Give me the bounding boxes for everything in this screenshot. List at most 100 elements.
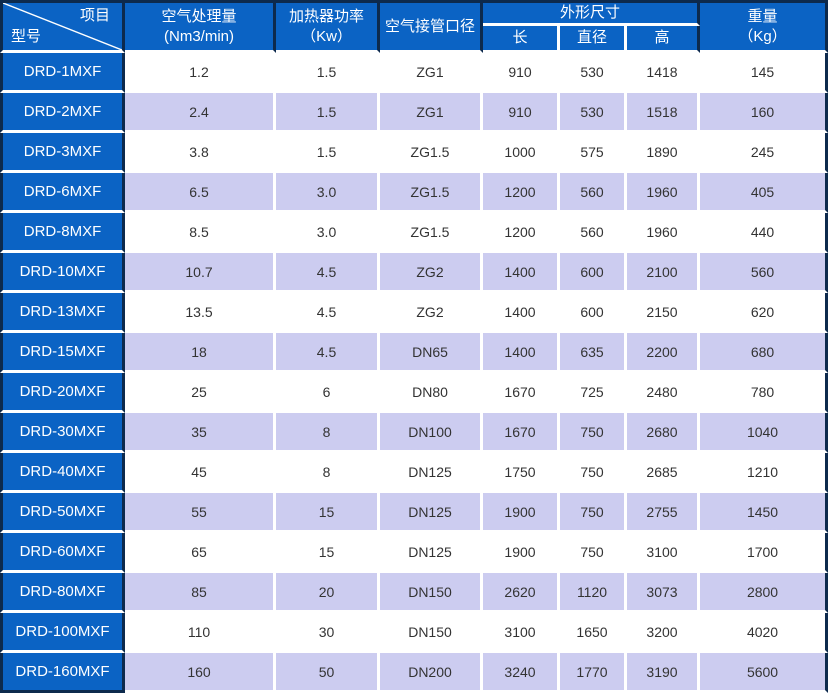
- cell-diameter: 560: [560, 213, 627, 253]
- table-row: DRD-20MXF 25 6 DN80 1670 725 2480 780: [0, 373, 828, 413]
- header-weight-line2: （Kg）: [738, 27, 787, 45]
- cell-height: 3100: [627, 533, 701, 573]
- cell-port: ZG2: [380, 253, 483, 293]
- cell-capacity: 25: [125, 373, 276, 413]
- cell-height: 2150: [627, 293, 701, 333]
- cell-length: 1670: [483, 413, 560, 453]
- cell-capacity: 1.2: [125, 53, 276, 93]
- cell-diameter: 1650: [560, 613, 627, 653]
- cell-height: 2680: [627, 413, 701, 453]
- cell-weight: 245: [700, 133, 828, 173]
- header-dimensions-group: 外形尺寸: [483, 0, 701, 26]
- cell-diameter: 750: [560, 413, 627, 453]
- cell-capacity: 3.8: [125, 133, 276, 173]
- cell-power: 3.0: [276, 173, 380, 213]
- cell-height: 1518: [627, 93, 701, 133]
- cell-model: DRD-6MXF: [0, 173, 125, 213]
- cell-length: 1400: [483, 333, 560, 373]
- header-weight: 重量 （Kg）: [700, 0, 828, 53]
- cell-port: ZG1: [380, 93, 483, 133]
- cell-power: 1.5: [276, 133, 380, 173]
- table-row: DRD-60MXF 65 15 DN125 1900 750 3100 1700: [0, 533, 828, 573]
- header-air-capacity-line2: (Nm3/min): [164, 27, 234, 45]
- cell-capacity: 55: [125, 493, 276, 533]
- cell-model: DRD-1MXF: [0, 53, 125, 93]
- cell-port: ZG1.5: [380, 133, 483, 173]
- cell-capacity: 35: [125, 413, 276, 453]
- table-row: DRD-15MXF 18 4.5 DN65 1400 635 2200 680: [0, 333, 828, 373]
- cell-length: 1400: [483, 293, 560, 333]
- cell-length: 3100: [483, 613, 560, 653]
- cell-model: DRD-8MXF: [0, 213, 125, 253]
- header-heater-power-line2: （Kw）: [301, 27, 352, 45]
- cell-port: DN80: [380, 373, 483, 413]
- cell-length: 2620: [483, 573, 560, 613]
- cell-height: 1418: [627, 53, 701, 93]
- cell-diameter: 530: [560, 93, 627, 133]
- cell-port: ZG1: [380, 53, 483, 93]
- table-row: DRD-40MXF 45 8 DN125 1750 750 2685 1210: [0, 453, 828, 493]
- table-body: DRD-1MXF 1.2 1.5 ZG1 910 530 1418 145 DRD-2MXF 2.…: [0, 53, 828, 693]
- cell-model: DRD-40MXF: [0, 453, 125, 493]
- cell-weight: 620: [700, 293, 828, 333]
- cell-port: ZG1.5: [380, 213, 483, 253]
- cell-length: 1900: [483, 533, 560, 573]
- table-row: DRD-8MXF 8.5 3.0 ZG1.5 1200 560 1960 440: [0, 213, 828, 253]
- cell-weight: 1210: [700, 453, 828, 493]
- cell-capacity: 2.4: [125, 93, 276, 133]
- cell-weight: 160: [700, 93, 828, 133]
- cell-power: 15: [276, 533, 380, 573]
- cell-port: DN200: [380, 653, 483, 693]
- cell-power: 6: [276, 373, 380, 413]
- header-air-capacity-line1: 空气处理量: [161, 8, 237, 25]
- cell-capacity: 18: [125, 333, 276, 373]
- header-heater-power-line1: 加热器功率: [288, 8, 364, 25]
- cell-power: 4.5: [276, 333, 380, 373]
- cell-length: 1900: [483, 493, 560, 533]
- cell-model: DRD-50MXF: [0, 493, 125, 533]
- cell-weight: 680: [700, 333, 828, 373]
- cell-capacity: 160: [125, 653, 276, 693]
- table-row: DRD-1MXF 1.2 1.5 ZG1 910 530 1418 145: [0, 53, 828, 93]
- cell-capacity: 6.5: [125, 173, 276, 213]
- cell-port: DN125: [380, 493, 483, 533]
- cell-model: DRD-3MXF: [0, 133, 125, 173]
- cell-model: DRD-10MXF: [0, 253, 125, 293]
- cell-length: 910: [483, 53, 560, 93]
- cell-model: DRD-13MXF: [0, 293, 125, 333]
- cell-capacity: 65: [125, 533, 276, 573]
- cell-capacity: 10.7: [125, 253, 276, 293]
- table-row: DRD-50MXF 55 15 DN125 1900 750 2755 1450: [0, 493, 828, 533]
- header-dim-height: 高: [627, 26, 701, 53]
- header-heater-power: 加热器功率 （Kw）: [276, 0, 380, 53]
- cell-diameter: 750: [560, 533, 627, 573]
- table-row: DRD-2MXF 2.4 1.5 ZG1 910 530 1518 160: [0, 93, 828, 133]
- table-row: DRD-100MXF 110 30 DN150 3100 1650 3200 4020: [0, 613, 828, 653]
- cell-height: 2200: [627, 333, 701, 373]
- cell-weight: 2800: [700, 573, 828, 613]
- cell-port: DN150: [380, 613, 483, 653]
- table-row: DRD-80MXF 85 20 DN150 2620 1120 3073 2800: [0, 573, 828, 613]
- cell-model: DRD-30MXF: [0, 413, 125, 453]
- cell-height: 2685: [627, 453, 701, 493]
- cell-weight: 1040: [700, 413, 828, 453]
- table-row: DRD-160MXF 160 50 DN200 3240 1770 3190 5600: [0, 653, 828, 693]
- cell-power: 30: [276, 613, 380, 653]
- cell-power: 4.5: [276, 253, 380, 293]
- cell-height: 2480: [627, 373, 701, 413]
- cell-model: DRD-80MXF: [0, 573, 125, 613]
- cell-diameter: 600: [560, 293, 627, 333]
- cell-diameter: 600: [560, 253, 627, 293]
- cell-port: ZG2: [380, 293, 483, 333]
- header-pipe-diameter: 空气接管口径: [380, 0, 483, 53]
- cell-power: 15: [276, 493, 380, 533]
- cell-weight: 5600: [700, 653, 828, 693]
- corner-label-item: 项目: [79, 7, 110, 24]
- cell-height: 1890: [627, 133, 701, 173]
- cell-weight: 560: [700, 253, 828, 293]
- header-weight-line1: 重量: [747, 8, 778, 25]
- cell-weight: 1700: [700, 533, 828, 573]
- cell-weight: 4020: [700, 613, 828, 653]
- cell-port: DN125: [380, 453, 483, 493]
